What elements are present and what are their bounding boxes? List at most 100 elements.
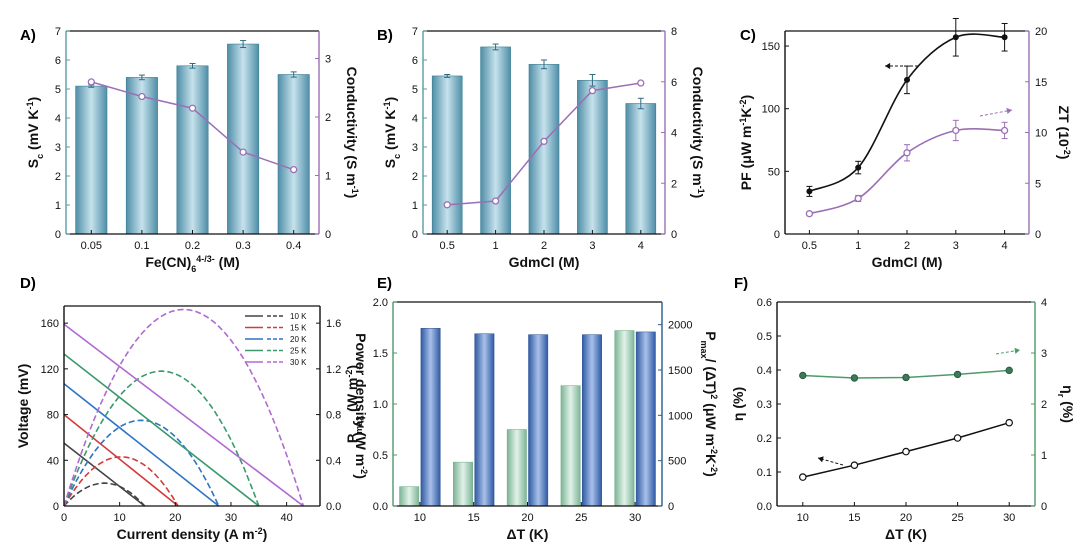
x-tick-label: 0.5 [802, 240, 817, 252]
voltage-line [63, 383, 220, 507]
x-tick-label: 10 [114, 512, 126, 524]
x-tick-label: 30 [225, 512, 237, 524]
x-tick-label: 0.1 [134, 240, 149, 252]
panel-E: E) 0.0 0.5 1.0 1.5 2.0 0 500 1000 1500 2000 10 15 20 2… [344, 275, 719, 542]
y-tick-label: 4 [55, 113, 61, 125]
y-axis-title: Sc (mV K-1) [382, 97, 402, 168]
label-part: -2 [1062, 147, 1072, 155]
y-tick-label: 0.0 [373, 501, 388, 513]
conductivity-point [239, 148, 247, 156]
y2-tick-label: 1.2 [326, 364, 341, 376]
voltage-line [63, 442, 146, 507]
legend-label: 15 K [290, 324, 307, 333]
y-tick-label: 3 [55, 142, 61, 154]
panel-C: C) 0 50 100 150 0 5 10 15 20 0.5 1 2 3 4 PF (μW m-1K-2)… [738, 17, 1072, 270]
x-tick-label: 15 [468, 512, 480, 524]
x-tick-label: 2 [904, 240, 910, 252]
eta-r-point [902, 373, 910, 382]
y2-tick-label: 8 [671, 26, 677, 38]
eta-point [953, 434, 962, 442]
pmax-bar [453, 461, 473, 507]
y-tick-label: 2 [55, 171, 61, 183]
y2-tick-label: 1500 [668, 365, 692, 377]
voltage-line [63, 353, 260, 507]
x-tick-label: 30 [1003, 512, 1015, 524]
label-part: c [35, 154, 45, 159]
y-tick-label: 1.5 [373, 348, 388, 360]
x-tick-label: 0.4 [286, 240, 301, 252]
label-part: -2 [709, 446, 719, 454]
y-tick-label: 0.6 [757, 297, 772, 309]
x-tick-label: 0.2 [185, 240, 200, 252]
y-tick-label: 40 [47, 455, 59, 467]
y2-tick-label: 4 [671, 128, 677, 140]
label-part: -1 [350, 186, 360, 194]
eta-point [1005, 418, 1014, 427]
panel-label: E) [377, 275, 392, 292]
panel-D: D) 10 K 15 K 20 K 25 K 30 K 0 40 80 120 160 0.0 0.4 0… [15, 275, 369, 542]
y-tick-label: 1 [412, 200, 418, 212]
x-tick-label: 0.05 [81, 240, 102, 252]
y2-axis-title: Pmax/ (ΔT)2 (μW m-2K-2) [699, 331, 719, 477]
y2-tick-label: 2 [1041, 399, 1047, 411]
y2-axis-title: ZT (10-2) [1056, 106, 1072, 160]
pf-curve [809, 33, 1005, 193]
y-tick-label: 0.1 [757, 467, 772, 479]
x-tick-label: 2 [541, 240, 547, 252]
y2-tick-label: 500 [668, 456, 686, 468]
bar [528, 64, 560, 235]
y2-tick-label: 1000 [668, 410, 692, 422]
x-axis-title: ΔT (K) [507, 526, 549, 542]
label-part: -2 [344, 370, 354, 378]
y-tick-label: 160 [41, 318, 59, 330]
conductivity-point [443, 201, 451, 209]
zt-point [1000, 126, 1009, 135]
conductivity-point [290, 165, 298, 174]
zt-curve [809, 128, 1005, 215]
y2-tick-label: 2 [671, 178, 677, 190]
pmax-norm-bar [582, 334, 602, 507]
x-tick-label: 30 [629, 512, 641, 524]
label-part: -1 [382, 101, 392, 109]
y-tick-label: 6 [55, 55, 61, 67]
y-tick-label: 0.3 [757, 399, 772, 411]
y-tick-label: 0.4 [757, 365, 772, 377]
pmax-norm-bar [635, 331, 656, 507]
label-part: -2 [359, 466, 369, 474]
y2-tick-label: 15 [1035, 77, 1047, 89]
eta-r-point [850, 374, 859, 382]
y-tick-label: 120 [41, 364, 59, 376]
pmax-bar [506, 429, 527, 507]
y2-tick-label: 1.6 [326, 318, 341, 330]
label-part: -2 [709, 464, 719, 472]
x-tick-label: 25 [951, 512, 963, 524]
x-tick-label: 20 [900, 512, 912, 524]
conductivity-point [188, 104, 197, 112]
label-part: max [699, 341, 709, 359]
zt-point [952, 126, 960, 135]
y-tick-label: 4 [412, 113, 418, 125]
panel-label: A) [20, 27, 36, 44]
bar [431, 75, 463, 235]
eta-r-point [1005, 366, 1013, 375]
y-tick-label: 2.0 [373, 297, 388, 309]
power-curve [63, 370, 260, 507]
panel-label: C) [740, 27, 756, 44]
legend-label: 20 K [290, 335, 307, 344]
pointer-arrowhead [818, 456, 824, 463]
x-tick-label: 40 [280, 512, 292, 524]
y2-tick-label: 0 [668, 501, 674, 513]
panel-F: F) 0.0 0.1 0.2 0.3 0.4 0.5 0.6 0 1 2 3 4 10 15 20 25 30 η … [730, 275, 1076, 542]
legend-label: 25 K [290, 347, 307, 356]
conductivity-point [138, 92, 146, 101]
y-tick-label: 3 [412, 142, 418, 154]
power-curve [63, 308, 305, 507]
label-part: -1 [696, 186, 706, 194]
pmax-bar [560, 385, 581, 507]
y-tick-label: 0.0 [757, 501, 772, 513]
conductivity-point [540, 137, 548, 146]
conductivity-point [87, 78, 95, 86]
pointer-arrowhead [1014, 347, 1020, 354]
y-tick-label: 7 [55, 26, 61, 38]
